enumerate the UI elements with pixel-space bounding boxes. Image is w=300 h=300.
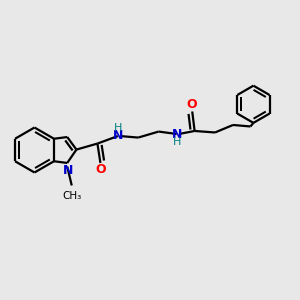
Text: N: N <box>63 164 73 177</box>
Text: H: H <box>114 123 122 133</box>
Text: N: N <box>113 129 123 142</box>
Text: N: N <box>171 128 182 141</box>
Text: O: O <box>187 98 197 111</box>
Text: O: O <box>95 163 106 176</box>
Text: CH₃: CH₃ <box>62 191 82 202</box>
Text: H: H <box>172 137 181 147</box>
